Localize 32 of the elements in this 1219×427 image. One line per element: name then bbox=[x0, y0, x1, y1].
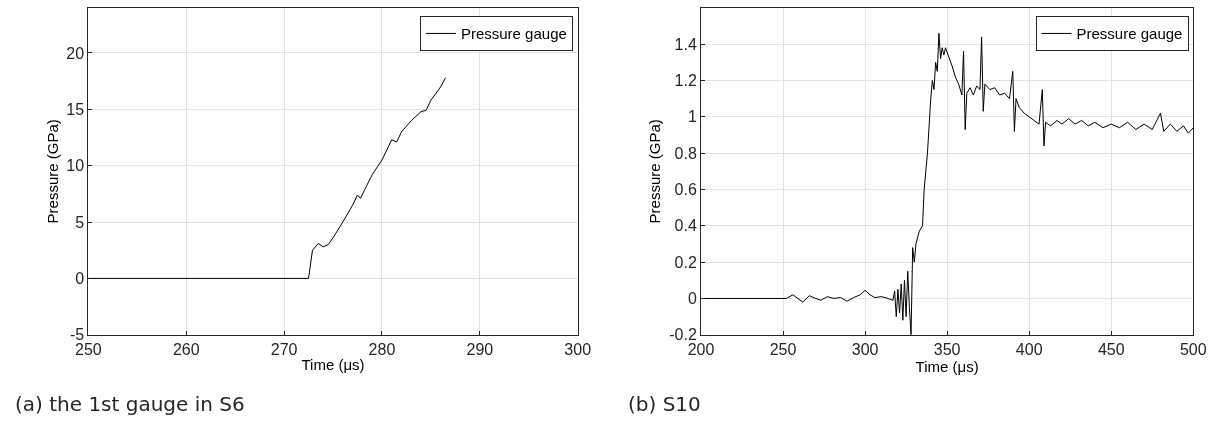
y-tick-label: 0 bbox=[75, 270, 85, 288]
x-tick-label: 290 bbox=[466, 340, 494, 358]
y-axis-title: Pressure (GPa) bbox=[43, 119, 61, 224]
x-axis-title: Time (μs) bbox=[915, 357, 979, 375]
x-tick-label: 500 bbox=[1179, 340, 1207, 358]
x-tick-label: 260 bbox=[172, 340, 200, 358]
x-axis-title: Time (μs) bbox=[301, 355, 365, 373]
legend-label: Pressure gauge bbox=[1076, 25, 1183, 43]
x-tick-label: 280 bbox=[368, 340, 396, 358]
y-tick-label: 1.4 bbox=[674, 35, 697, 53]
y-tick-label: 1.2 bbox=[674, 72, 697, 90]
x-tick-label: 270 bbox=[270, 340, 298, 358]
y-tick-label: 1 bbox=[687, 108, 697, 126]
text: (a) the 1st gauge in S6 bbox=[15, 392, 245, 416]
x-tick-label: 450 bbox=[1097, 340, 1125, 358]
x-tick-label: 300 bbox=[851, 340, 879, 358]
x-tick-label: 400 bbox=[1015, 340, 1043, 358]
y-tick-label: 0 bbox=[687, 290, 697, 308]
y-tick-label: 10 bbox=[66, 157, 85, 175]
y-tick-label: 0.4 bbox=[674, 217, 697, 235]
text: (b) S10 bbox=[628, 392, 701, 416]
x-tick-label: 350 bbox=[933, 340, 961, 358]
x-tick-label: 250 bbox=[769, 340, 797, 358]
y-axis-title: Pressure (GPa) bbox=[646, 119, 664, 224]
x-tick-label: 300 bbox=[564, 340, 592, 358]
y-tick-label: 5 bbox=[75, 213, 85, 231]
y-tick-label: 0.6 bbox=[674, 181, 697, 199]
y-tick-label: 0.2 bbox=[674, 253, 697, 271]
y-tick-label: 15 bbox=[66, 100, 85, 118]
y-tick-label: 0.8 bbox=[674, 144, 697, 162]
legend-label: Pressure gauge bbox=[460, 25, 567, 43]
y-tick-label: 20 bbox=[66, 44, 85, 62]
